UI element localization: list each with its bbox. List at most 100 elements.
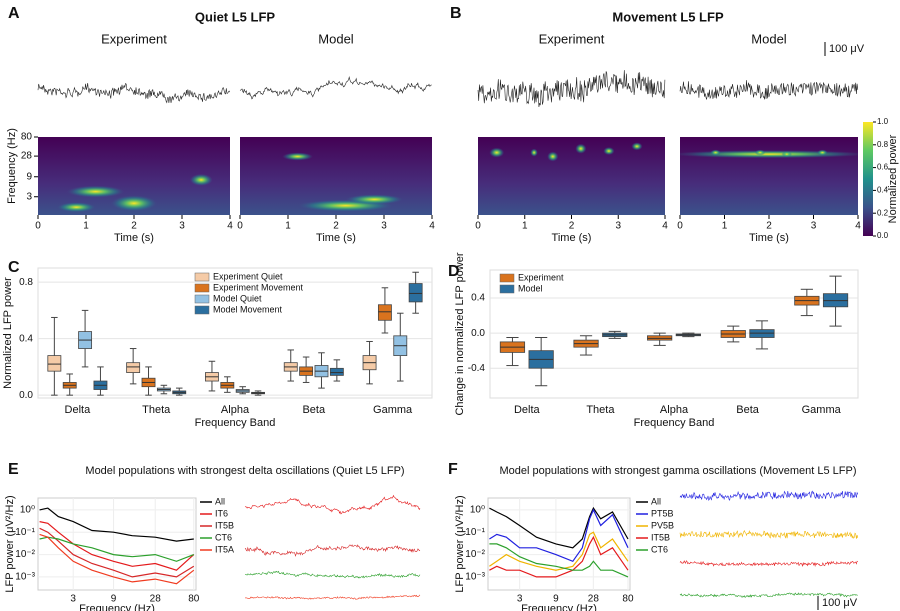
x-tick-label: 3: [615, 221, 621, 232]
spectrogram-peak: [66, 185, 125, 198]
box: [408, 283, 423, 303]
x-tick-label: 28: [150, 594, 162, 605]
x-tick-label: 3: [517, 594, 523, 605]
x-tick-label: 2: [766, 221, 772, 232]
panel-letter: A: [8, 5, 20, 22]
panel-letter: E: [8, 461, 19, 478]
colorbar-tick-label: 0.0: [877, 231, 889, 240]
x-tick-label: Delta: [65, 404, 92, 416]
y-tick-label: 80: [21, 132, 33, 143]
legend-label: IT5A: [215, 544, 234, 554]
y-tick-label: 10⁻²: [465, 549, 485, 560]
x-tick-label: 3: [70, 594, 76, 605]
lfp-trace: [244, 594, 421, 600]
legend-label: All: [215, 496, 225, 506]
legend-label: Model Quiet: [213, 293, 262, 303]
spectrogram-peak: [631, 142, 643, 151]
spectrogram-peak: [603, 147, 615, 156]
legend-label: Model Movement: [213, 304, 283, 314]
colorbar: [863, 122, 873, 236]
subplot-title: Experiment: [101, 31, 167, 46]
subplot-title: Model: [751, 31, 787, 46]
spectrogram-peak: [282, 152, 313, 161]
lfp-trace: [679, 592, 858, 598]
y-axis-label: Frequency (Hz): [6, 128, 18, 204]
legend-label: CT6: [651, 544, 668, 554]
psd-line: [39, 521, 195, 571]
y-axis-label: Change in normalized LFP power: [454, 252, 466, 415]
x-tick-label: 1: [285, 221, 291, 232]
y-tick-label: 10⁻³: [465, 572, 485, 583]
y-axis-label: Normalized power: [887, 134, 899, 223]
x-tick-label: 3: [179, 221, 185, 232]
lfp-trace: [239, 76, 432, 100]
spectrogram-peak: [754, 149, 766, 156]
psd-line: [489, 531, 629, 571]
x-tick-label: Theta: [142, 404, 171, 416]
y-tick-label: 10⁰: [470, 505, 485, 516]
panel-title: Quiet L5 LFP: [195, 9, 276, 24]
legend-label: IT6: [215, 508, 228, 518]
lfp-trace: [679, 560, 858, 568]
legend-swatch: [194, 294, 210, 304]
x-axis-label: Time (s): [316, 232, 356, 244]
y-tick-label: 0.0: [19, 390, 33, 401]
x-tick-label: 2: [333, 221, 339, 232]
lfp-trace: [679, 80, 859, 100]
chart-title: Model populations with strongest delta o…: [85, 465, 404, 477]
legend-swatch: [499, 284, 515, 294]
psd-line: [489, 508, 629, 563]
y-tick-label: 10⁻³: [15, 572, 35, 583]
colorbar-tick-label: 0.6: [877, 163, 889, 172]
x-tick-label: 4: [429, 221, 435, 232]
spectrogram-peak: [110, 195, 158, 212]
panel-letter: D: [448, 263, 460, 280]
psd-line: [39, 536, 195, 562]
legend-swatch: [194, 283, 210, 293]
spectrogram-peak: [530, 148, 538, 157]
x-tick-label: 0: [237, 221, 243, 232]
y-tick-label: 10⁻¹: [15, 527, 35, 538]
colorbar-tick-label: 0.4: [877, 186, 889, 195]
psd-line: [39, 527, 195, 578]
x-tick-label: 4: [227, 221, 233, 232]
x-axis-label: Frequency Band: [195, 417, 276, 429]
spectrogram-peak: [345, 194, 404, 205]
x-tick-label: 1: [722, 221, 728, 232]
plot-area: [489, 269, 859, 399]
lfp-trace: [37, 82, 231, 104]
spectrogram: [478, 137, 665, 215]
y-tick-label: 0.4: [471, 293, 485, 304]
x-tick-label: Delta: [514, 404, 541, 416]
x-axis-label: Time (s): [114, 232, 154, 244]
colorbar-tick-label: 1.0: [877, 117, 889, 126]
legend-label: PV5B: [651, 520, 674, 530]
x-tick-label: Beta: [302, 404, 326, 416]
legend-label: IT5B: [215, 520, 234, 530]
spectrogram: [680, 137, 858, 215]
x-tick-label: 4: [662, 221, 668, 232]
y-tick-label: -0.4: [468, 363, 486, 374]
lfp-trace: [679, 490, 859, 501]
x-axis-label: Time (s): [749, 232, 789, 244]
legend-label: PT5B: [651, 508, 674, 518]
x-axis-label: Frequency (Hz): [521, 603, 597, 611]
spectrogram-peak: [189, 173, 213, 186]
plot-area: [37, 497, 197, 591]
legend-label: IT5B: [651, 532, 670, 542]
colorbar-tick-label: 0.8: [877, 140, 889, 149]
lfp-trace: [244, 494, 421, 515]
panel-letter: B: [450, 5, 462, 22]
x-tick-label: 80: [188, 594, 200, 605]
legend-label: All: [651, 496, 661, 506]
x-axis-label: Frequency (Hz): [79, 603, 155, 611]
x-tick-label: 0: [35, 221, 41, 232]
y-tick-label: 9: [26, 171, 32, 182]
lfp-trace: [244, 544, 421, 557]
scale-bar-label: 100 μV: [822, 597, 858, 609]
x-tick-label: 2: [569, 221, 575, 232]
lfp-trace: [477, 70, 666, 108]
x-tick-label: Gamma: [373, 404, 413, 416]
x-tick-label: 4: [855, 221, 861, 232]
